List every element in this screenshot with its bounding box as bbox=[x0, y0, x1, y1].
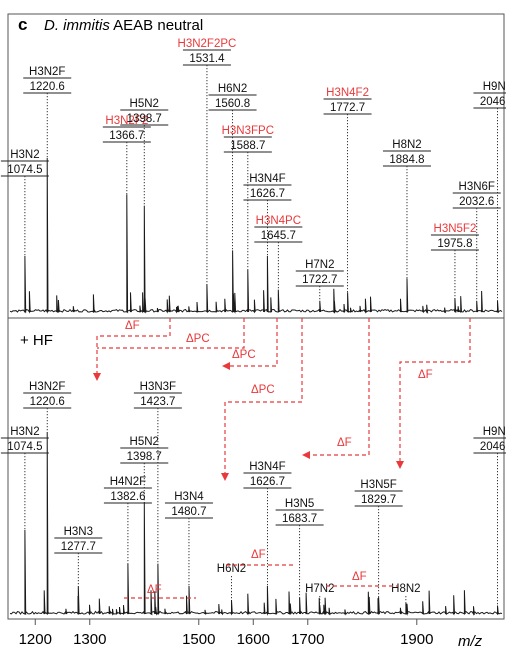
peak-glycan-label: H8N2 bbox=[392, 139, 421, 151]
x-tick-label: 1900 bbox=[400, 631, 433, 648]
peak-glycan-label: H3N2F bbox=[29, 66, 65, 78]
title-species: D. immitis bbox=[44, 17, 110, 34]
peak-mz-label: 1423.7 bbox=[140, 396, 175, 408]
peak-mz-label: 1074.5 bbox=[7, 164, 42, 176]
panel-label-hf: + HF bbox=[20, 332, 53, 349]
peak-mz-label: 1398.7 bbox=[127, 451, 162, 463]
peak-mz-label: 1398.7 bbox=[127, 113, 162, 125]
title-condition: AEAB neutral bbox=[110, 17, 203, 34]
peak-mz-label: 1829.7 bbox=[361, 494, 396, 506]
x-axis-label: m/z bbox=[458, 633, 483, 650]
peak-glycan-label: H6N2 bbox=[218, 83, 247, 95]
peak-glycan-label: H6N2 bbox=[217, 563, 246, 575]
delta-arrow-f-2 bbox=[302, 318, 370, 459]
peak-mz-label: 1220.6 bbox=[30, 396, 65, 408]
delta-arrow-pc-1 bbox=[97, 318, 245, 349]
delta-labels: ΔF ΔPC ΔPC ΔPC ΔF ΔF ΔF ΔF ΔF bbox=[125, 320, 433, 596]
x-tick-label: 1300 bbox=[73, 631, 106, 648]
peak-mz-label: 2032.6 bbox=[459, 196, 494, 208]
peak-glycan-label: H3N3FPC bbox=[222, 125, 274, 137]
x-tick-label: 1700 bbox=[291, 631, 324, 648]
delta-label-pc-3: ΔPC bbox=[251, 384, 275, 396]
peak-annotations: H3N2 1074.5 H3N2F 1220.6 H3N2F2 1366.7 H5N2 139… bbox=[0, 38, 506, 606]
peak-glycan-label: H3N3 bbox=[64, 526, 93, 538]
peak-glycan-label: H8N2 bbox=[391, 583, 420, 595]
delta-label-f-4: ΔF bbox=[147, 584, 162, 596]
peak-glycan-label: H7N2 bbox=[305, 259, 334, 271]
delta-arrow-f-3 bbox=[396, 318, 471, 469]
peak-mz-label: 2046.9 bbox=[480, 96, 506, 108]
peak-mz-label: 1220.6 bbox=[30, 81, 65, 93]
peak-glycan-label: H3N6F bbox=[459, 181, 495, 193]
peak-mz-label: 1277.7 bbox=[61, 541, 96, 553]
delta-label-f-5: ΔF bbox=[251, 549, 266, 561]
delta-label-pc-1: ΔPC bbox=[186, 333, 210, 345]
delta-label-f-2: ΔF bbox=[337, 437, 352, 449]
peak-glycan-label: H7N2 bbox=[305, 583, 334, 595]
x-tick-label: 1500 bbox=[182, 631, 215, 648]
peak-glycan-label: H3N2F bbox=[29, 381, 65, 393]
peak-glycan-label: H3N5 bbox=[285, 498, 314, 510]
peak-mz-label: 1975.8 bbox=[437, 238, 472, 250]
delta-arrow-pc-3 bbox=[221, 318, 303, 481]
delta-arrow-pc-2 bbox=[222, 318, 278, 370]
delta-label-f-3: ΔF bbox=[418, 369, 433, 381]
chart-title: D. immitis AEAB neutral bbox=[44, 17, 203, 34]
peak-glycan-label: H3N5F2 bbox=[434, 223, 477, 235]
peak-glycan-label: H3N4F2 bbox=[326, 87, 369, 99]
peak-glycan-label: H3N5F bbox=[360, 479, 396, 491]
peak-mz-label: 1074.5 bbox=[7, 441, 42, 453]
x-axis: 1200 1300 1500 1600 1700 1900 bbox=[19, 619, 433, 648]
peak-mz-label: 1382.6 bbox=[110, 491, 145, 503]
peak-mz-label: 1588.7 bbox=[230, 140, 265, 152]
peak-glycan-label: H5N2 bbox=[130, 98, 159, 110]
peak-glycan-label: H3N3F bbox=[140, 381, 176, 393]
peak-mz-label: 1722.7 bbox=[302, 274, 337, 286]
peak-glycan-label: H5N2 bbox=[130, 436, 159, 448]
plot-frame bbox=[7, 13, 505, 620]
peak-glycan-label: H3N2 bbox=[10, 426, 39, 438]
peak-mz-label: 1683.7 bbox=[282, 513, 317, 525]
peak-glycan-label: H3N4 bbox=[174, 491, 204, 503]
panel-letter: c bbox=[18, 15, 27, 34]
peak-mz-label: 1772.7 bbox=[330, 102, 365, 114]
peak-mz-label: 1480.7 bbox=[171, 506, 206, 518]
peak-mz-label: 1560.8 bbox=[215, 98, 250, 110]
peak-mz-label: 1366.7 bbox=[109, 130, 144, 142]
peak-glycan-label: H3N2F2PC bbox=[178, 38, 237, 50]
peak-glycan-label: H3N2 bbox=[10, 149, 39, 161]
delta-label-f-6: ΔF bbox=[352, 571, 367, 583]
peak-mz-label: 1645.7 bbox=[261, 230, 296, 242]
x-tick-label: 1600 bbox=[237, 631, 270, 648]
peak-glycan-label: H3N4PC bbox=[256, 215, 301, 227]
peak-mz-label: 1531.4 bbox=[189, 53, 225, 65]
peak-glycan-label: H3N4F bbox=[249, 461, 285, 473]
peak-glycan-label: H3N2F2 bbox=[105, 115, 148, 127]
delta-label-pc-2: ΔPC bbox=[232, 349, 256, 361]
peak-mz-label: 1626.7 bbox=[250, 188, 285, 200]
delta-label-f-1: ΔF bbox=[125, 320, 140, 332]
peak-glycan-label: H4N2F bbox=[110, 476, 146, 488]
x-tick-label: 1200 bbox=[19, 631, 52, 648]
delta-annotations bbox=[93, 318, 471, 599]
peak-mz-label: 1626.7 bbox=[250, 476, 285, 488]
spectrum-trace-bottom bbox=[9, 431, 503, 616]
peak-mz-label: 1884.8 bbox=[389, 154, 424, 166]
peak-mz-label: 2046.9 bbox=[480, 441, 506, 453]
peak-glycan-label: H3N4F bbox=[249, 173, 285, 185]
delta-arrow-f-1 bbox=[93, 318, 171, 381]
